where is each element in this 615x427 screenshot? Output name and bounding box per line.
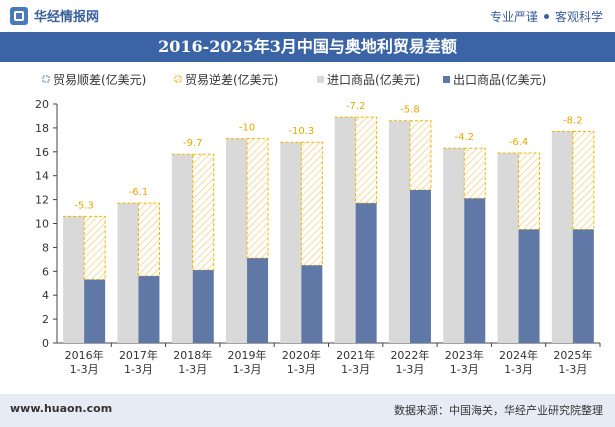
bar-deficit <box>409 120 432 191</box>
x-tick-label: 1-3月 <box>124 363 153 376</box>
bar-import <box>171 154 193 343</box>
legend-swatch-export <box>443 76 450 83</box>
data-label-deficit: -7.2 <box>346 101 366 112</box>
x-tick-label: 2020年 <box>282 348 321 362</box>
x-tick-label: 2022年 <box>390 348 429 362</box>
y-tick-label: 18 <box>35 122 49 135</box>
bar-deficit <box>246 138 269 259</box>
bar-import <box>117 203 139 343</box>
data-label-deficit: -10.3 <box>288 126 314 137</box>
x-tick-label: 1-3月 <box>395 363 424 376</box>
y-tick-label: 6 <box>42 265 49 278</box>
x-tick-label: 2024年 <box>499 348 538 362</box>
x-tick-label: 1-3月 <box>233 363 262 376</box>
website-link[interactable]: www.huaon.com <box>10 402 113 415</box>
bar-deficit <box>355 116 378 204</box>
bar-export <box>464 198 486 343</box>
bar-deficit <box>192 153 215 271</box>
bar-import <box>280 142 302 343</box>
y-tick-label: 14 <box>35 170 49 183</box>
legend-swatch-deficit <box>174 75 182 83</box>
x-tick-label: 1-3月 <box>178 363 207 376</box>
brand-name: 华经情报网 <box>34 10 100 25</box>
chart: 贸易顺差(亿美元) 贸易逆差(亿美元) 进口商品(亿美元) 出口商品(亿美元) 0 2 4 6… <box>35 72 601 376</box>
chart-title: 2016-2025年3月中国与奥地利贸易差额 <box>0 32 615 62</box>
legend-swatch-import <box>317 76 324 83</box>
bar-deficit <box>137 202 160 277</box>
bar-export <box>192 270 214 343</box>
bar-import <box>388 120 410 343</box>
bar-export <box>355 203 377 343</box>
x-tick-label: 1-3月 <box>341 363 370 376</box>
bar-deficit <box>463 147 486 199</box>
x-tick-label: 2016年 <box>65 348 104 362</box>
y-tick-label: 4 <box>42 289 49 302</box>
legend-label-import: 进口商品(亿美元) <box>327 72 420 87</box>
x-tick-label: 1-3月 <box>70 363 99 376</box>
bar-import <box>226 138 248 343</box>
bar-import <box>497 152 519 343</box>
y-tick-label: 12 <box>35 194 49 207</box>
data-label-deficit: -8.2 <box>563 115 583 126</box>
data-label-deficit: -4.2 <box>454 132 474 143</box>
data-label-deficit: -5.3 <box>74 200 94 211</box>
bar-deficit <box>518 152 541 230</box>
y-tick-label: 2 <box>42 313 49 326</box>
bar-export <box>409 190 431 343</box>
bar-export <box>518 229 540 343</box>
y-tick-label: 10 <box>35 218 49 231</box>
y-tick-label: 16 <box>35 146 49 159</box>
y-tick-label: 0 <box>42 337 49 350</box>
data-label-deficit: -10 <box>239 123 255 134</box>
x-tick-label: 1-3月 <box>450 363 479 376</box>
bar-import <box>63 216 85 343</box>
bar-export <box>84 279 106 343</box>
legend-swatch-surplus <box>42 75 50 83</box>
x-tick-label: 2025年 <box>553 348 592 362</box>
x-tick-label: 1-3月 <box>504 363 533 376</box>
x-tick-label: 2017年 <box>119 348 158 362</box>
bar-import <box>443 148 465 343</box>
x-tick-label: 1-3月 <box>558 363 587 376</box>
brand-logo-icon <box>10 6 28 25</box>
bar-export <box>247 258 269 343</box>
tagline: 专业严谨 客观科学 <box>490 8 603 25</box>
tag-professional: 专业严谨 <box>489 10 538 24</box>
legend-label-deficit: 贸易逆差(亿美元) <box>185 72 278 87</box>
top-bar: 华经情报网 专业严谨 客观科学 <box>0 0 615 30</box>
bar-import <box>334 117 356 343</box>
bullet-icon <box>543 14 549 19</box>
x-tick-label: 1-3月 <box>287 363 316 376</box>
data-source: 数据来源：中国海关，华经产业研究院整理 <box>394 404 603 417</box>
bar-export <box>301 265 323 343</box>
x-tick-label: 2023年 <box>445 348 484 362</box>
data-label-deficit: -5.8 <box>400 105 420 116</box>
legend-label-surplus: 贸易顺差(亿美元) <box>53 72 146 87</box>
y-tick-label: 8 <box>42 241 49 254</box>
tag-objective: 客观科学 <box>554 10 603 24</box>
bar-export <box>572 229 594 343</box>
bar-deficit <box>83 215 106 281</box>
footer: www.huaon.com 数据来源：中国海关，华经产业研究院整理 <box>0 394 615 427</box>
y-tick-label: 20 <box>35 98 49 111</box>
x-tick-label: 2018年 <box>173 348 212 362</box>
x-tick-label: 2019年 <box>228 348 267 362</box>
legend-label-export: 出口商品(亿美元) <box>453 72 546 87</box>
data-label-deficit: -6.1 <box>129 187 149 198</box>
brand[interactable]: 华经情报网 <box>10 6 99 25</box>
data-label-deficit: -9.7 <box>183 138 203 149</box>
bar-deficit <box>572 130 595 230</box>
bar-deficit <box>300 141 323 266</box>
x-tick-label: 2021年 <box>336 348 375 362</box>
data-label-deficit: -6.4 <box>509 137 529 148</box>
bar-export <box>138 276 160 343</box>
bar-import <box>551 131 573 343</box>
